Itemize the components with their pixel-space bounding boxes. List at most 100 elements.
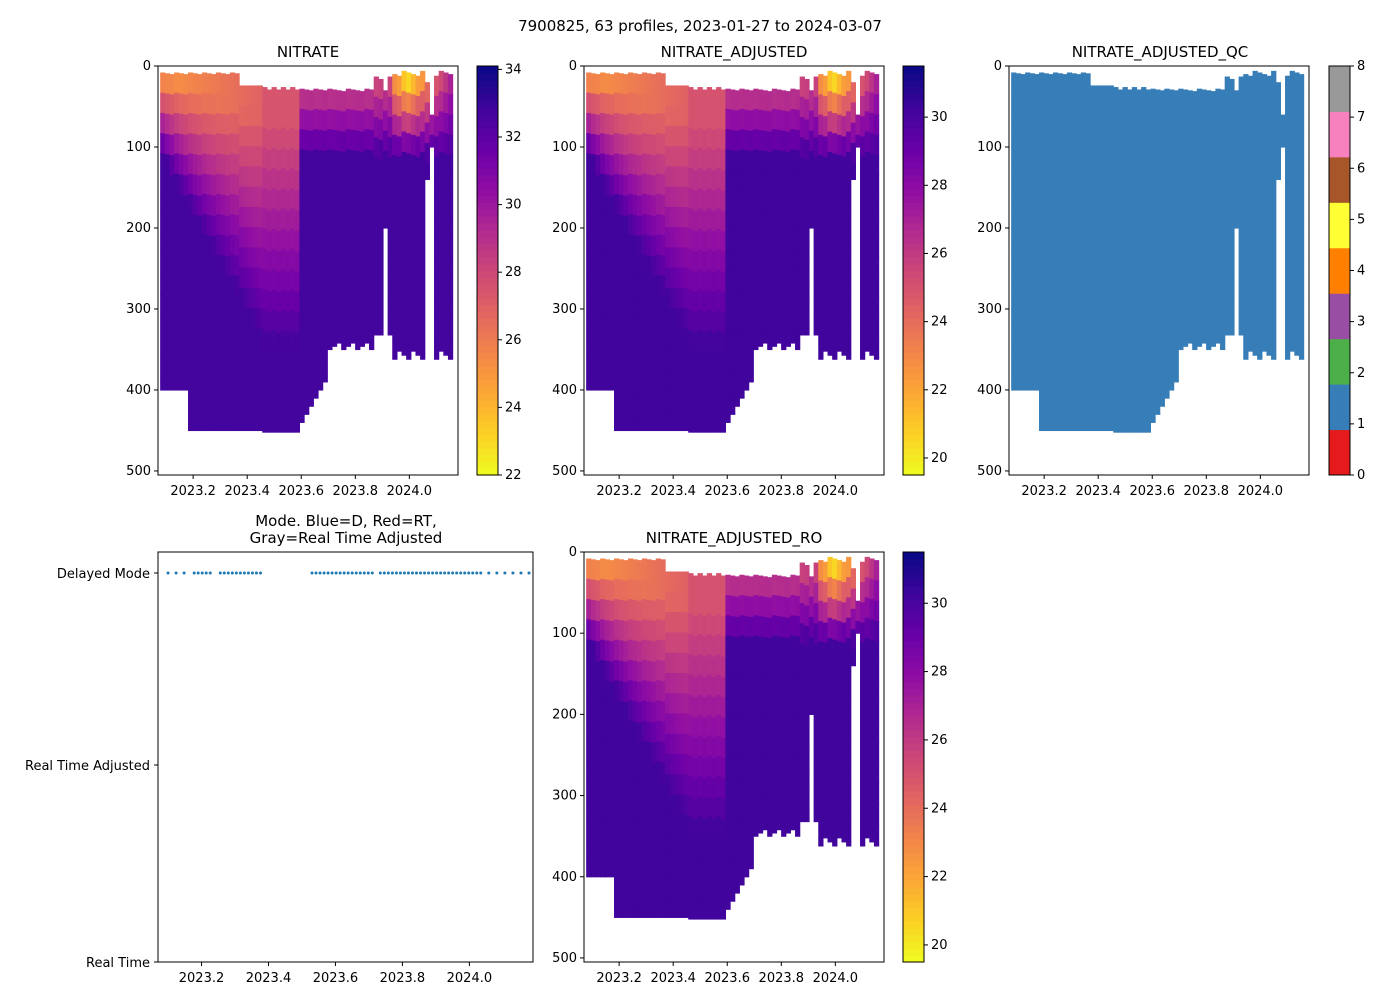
heatmap-cell (201, 112, 208, 134)
heatmap-cell (609, 195, 615, 217)
heatmap-cell (678, 227, 685, 249)
heatmap-cell (725, 858, 731, 880)
heatmap-cell (188, 335, 194, 357)
heatmap-cell (1192, 131, 1198, 153)
heatmap-cell (711, 332, 717, 354)
heatmap-cell (688, 776, 694, 797)
heatmap-cell (860, 622, 866, 644)
heatmap-cell (627, 761, 634, 783)
heatmap-cell (850, 102, 856, 124)
heatmap-cell (160, 92, 166, 114)
heatmap-cell (308, 252, 314, 274)
heatmap-cell (1150, 311, 1156, 333)
heatmap-cell (771, 798, 778, 819)
heatmap-cell (762, 171, 768, 193)
heatmap-cell (688, 147, 694, 169)
panel-title-nitrate-adjusted-ro: NITRATE_ADJUSTED_RO (646, 529, 823, 548)
heatmap-cell (373, 279, 379, 300)
heatmap-cell (317, 352, 324, 374)
heatmap-cell (327, 250, 333, 272)
heatmap-cell (818, 763, 824, 784)
heatmap-cell (743, 210, 750, 232)
heatmap-cell (262, 411, 268, 432)
heatmap-cell (753, 655, 759, 677)
heatmap-cell (1117, 312, 1124, 334)
heatmap-cell (655, 619, 662, 641)
heatmap-cell (401, 232, 407, 254)
heatmap-cell (1294, 193, 1300, 215)
heatmap-cell (1127, 190, 1133, 212)
heatmap-cell (1271, 172, 1277, 193)
colorbar-gradient-step (903, 743, 924, 751)
heatmap-cell (234, 417, 240, 432)
heatmap-cell (1011, 153, 1017, 175)
heatmap-cell (678, 652, 685, 674)
heatmap-cell (813, 704, 819, 726)
heatmap-cell (271, 370, 277, 392)
heatmap-cell (683, 287, 689, 309)
colorbar-gradient-step (903, 736, 924, 744)
heatmap-cell (1108, 267, 1114, 289)
colorbar-gradient-step (903, 181, 924, 190)
heatmap-cell (188, 72, 194, 94)
colorbar-segment (1329, 293, 1350, 340)
heatmap-cell (873, 276, 880, 298)
colorbar-tick-label: 20 (931, 451, 948, 466)
heatmap-cell (832, 741, 838, 763)
heatmap-cell (322, 333, 328, 355)
heatmap-cell (869, 274, 875, 296)
heatmap-cell (832, 599, 838, 620)
heatmap-cell (614, 92, 620, 114)
heatmap-cell (623, 742, 629, 764)
heatmap-cells (586, 556, 880, 920)
heatmap-cell (725, 595, 731, 616)
heatmap-cell (1257, 193, 1263, 215)
heatmap-cell (804, 119, 810, 141)
heatmap-cell (229, 214, 236, 236)
heatmap-cell (1201, 332, 1207, 344)
heatmap-cell (322, 151, 328, 172)
heatmap-cell (1173, 292, 1179, 314)
heatmap-cell (1057, 275, 1063, 297)
heatmap-cell (229, 355, 236, 377)
colorbar-gradient-step (903, 127, 924, 135)
heatmap-cell (447, 357, 454, 360)
heatmap-cell (1099, 267, 1105, 289)
heatmap-cell (716, 857, 722, 879)
heatmap-cell (692, 839, 699, 861)
heatmap-cell (1080, 295, 1087, 317)
heatmap-cell (873, 195, 880, 217)
heatmap-cell (1015, 296, 1022, 317)
heatmap-cell (1117, 393, 1124, 415)
heatmap-cell (197, 195, 203, 217)
y-tick-label: 200 (977, 221, 1002, 236)
heatmap-cell (651, 742, 657, 764)
heatmap-cell (660, 843, 666, 865)
heatmap-cell (665, 855, 671, 877)
heatmap-cell (753, 230, 759, 252)
heatmap-cell (331, 210, 338, 232)
heatmap-cell (160, 376, 166, 391)
x-tick-label: 2023.4 (650, 971, 696, 986)
heatmap-cell (600, 720, 606, 742)
heatmap-cell (804, 747, 810, 769)
heatmap-cell (753, 696, 759, 718)
heatmap-cell (767, 719, 773, 741)
heatmap-cell (762, 637, 768, 659)
heatmap-cell (443, 72, 449, 94)
mode-point (192, 571, 196, 575)
heatmap-cell (614, 761, 620, 783)
heatmap-cell (873, 215, 880, 237)
heatmap-cell (697, 573, 703, 595)
heatmap-cell (813, 623, 819, 645)
heatmap-cell (818, 803, 824, 825)
heatmap-cell (355, 333, 361, 351)
heatmap-cell (688, 796, 694, 818)
heatmap-cell (627, 599, 634, 620)
heatmap-cell (716, 107, 722, 129)
heatmap-cell (706, 694, 713, 716)
colorbar-gradient-step (903, 893, 924, 902)
heatmap-cell (188, 254, 194, 276)
heatmap-cell (1196, 189, 1203, 211)
heatmap-cell (864, 253, 870, 274)
